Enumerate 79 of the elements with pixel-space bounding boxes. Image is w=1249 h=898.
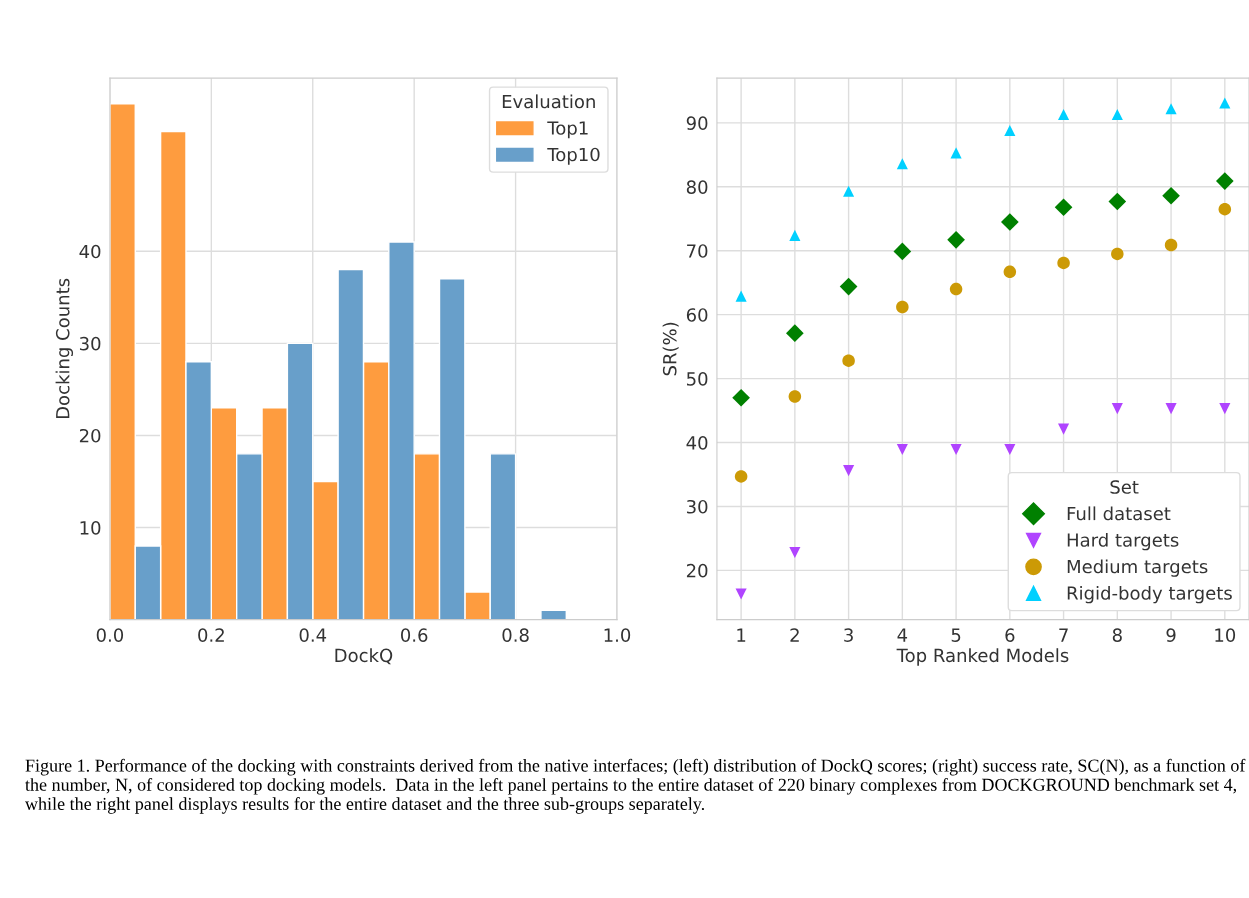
point: [1057, 256, 1070, 270]
point: [734, 470, 748, 483]
point: [1108, 192, 1127, 211]
point: [1111, 403, 1123, 415]
y-tick-label: 40: [79, 244, 101, 259]
y-axis-title: Docking Counts: [55, 278, 74, 419]
x-tick-label: 8: [1112, 628, 1122, 642]
legend-label: Top1: [547, 121, 588, 139]
point: [1215, 172, 1234, 190]
caption: Figure 1. Performance of the docking with constraints derived from the native interfaces; (left) distribution of DockQ scores; (right) success rate, SC(N), as a function of the number, N, of considered top docking models. Data in the left panel pertains to the entire dataset of 220 binary complexes from DOCKGROUND benchmark set 4, while the right panel displays results for the entire dataset and the three sub-groups separately.: [25, 758, 1246, 814]
legend-label: Medium targets: [1067, 559, 1208, 577]
x-tick-label: 3: [844, 628, 853, 642]
point: [1058, 109, 1070, 121]
point: [1219, 403, 1231, 415]
point: [786, 324, 804, 343]
point: [947, 231, 965, 249]
x-tick-label: 0.2: [198, 628, 224, 642]
legend-label: Top10: [547, 147, 600, 165]
y-tick-label: 70: [687, 244, 708, 258]
y-tick-label: 80: [686, 180, 708, 194]
y-tick-label: 60: [686, 308, 708, 322]
y-tick-label: 20: [79, 428, 101, 443]
point: [789, 546, 801, 559]
x-tick-label: 2: [790, 628, 799, 642]
point: [1162, 186, 1180, 205]
x-tick-label: 0.8: [502, 628, 529, 642]
x-tick-label: 0.4: [299, 628, 327, 642]
point: [1165, 103, 1177, 115]
point: [735, 588, 747, 600]
point: [839, 277, 858, 296]
point: [1004, 124, 1016, 137]
point: [1111, 247, 1124, 261]
point: [896, 444, 908, 456]
point: [788, 390, 802, 403]
point: [1164, 238, 1178, 252]
x-axis-title: DockQ: [335, 648, 393, 665]
legend-title: Evaluation: [502, 94, 595, 109]
x-tick-label: 0.0: [96, 628, 124, 642]
x-tick-label: 5: [951, 628, 961, 642]
point: [1058, 423, 1070, 435]
point: [1218, 202, 1232, 216]
x-axis-title: Top Ranked Models: [896, 648, 1069, 666]
point: [1111, 109, 1123, 121]
y-tick-label: 50: [687, 372, 708, 386]
point: [1054, 198, 1073, 217]
point: [893, 242, 912, 261]
point: [735, 290, 747, 302]
point: [949, 282, 963, 296]
y-tick-label: 40: [686, 435, 708, 450]
x-tick-label: 7: [1059, 628, 1068, 642]
legend-label: Hard targets: [1067, 532, 1179, 551]
point: [789, 229, 801, 241]
y-tick-label: 30: [686, 499, 708, 514]
x-tick-label: 10: [1215, 628, 1236, 642]
point: [896, 300, 909, 314]
point: [843, 465, 855, 477]
point: [1165, 403, 1177, 415]
y-tick-label: 90: [686, 116, 708, 130]
point: [843, 185, 855, 197]
point: [1001, 213, 1019, 231]
point: [1219, 97, 1231, 109]
y-tick-label: 10: [80, 520, 101, 535]
y-axis-title: SR(%): [662, 322, 679, 376]
y-tick-label: 20: [686, 563, 708, 578]
point: [842, 354, 855, 367]
x-tick-label: 6: [1005, 628, 1015, 642]
point: [732, 388, 750, 407]
x-tick-label: 4: [897, 628, 908, 642]
x-tick-label: 1: [737, 628, 746, 642]
x-tick-label: 9: [1166, 628, 1176, 642]
point: [1003, 265, 1017, 279]
legend-label: Full dataset: [1067, 506, 1171, 521]
y-tick-label: 30: [79, 336, 101, 351]
legend-title: Set: [1110, 480, 1139, 494]
point: [1004, 444, 1016, 456]
point: [950, 444, 962, 456]
legend-label: Rigid-body targets: [1067, 585, 1232, 604]
x-tick-label: 1.0: [604, 628, 631, 642]
x-tick-label: 0.6: [401, 628, 428, 642]
